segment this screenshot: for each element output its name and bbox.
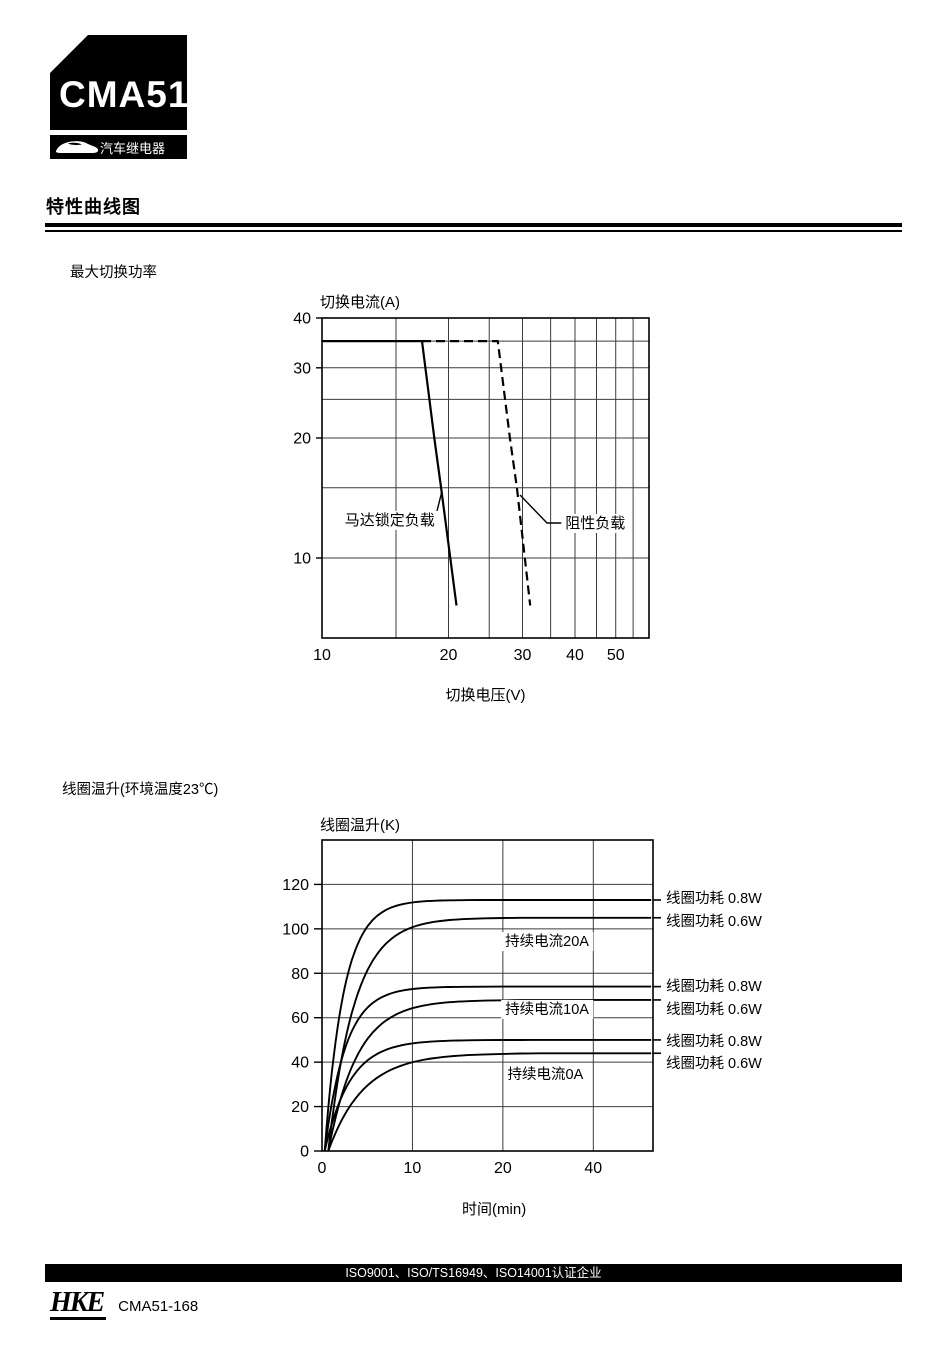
chart2-section-label: 线圈温升(环境温度23℃)	[62, 782, 219, 798]
svg-text:20: 20	[293, 431, 311, 448]
svg-text:40: 40	[584, 1160, 602, 1177]
svg-text:阻性负载: 阻性负载	[565, 515, 625, 532]
svg-text:120: 120	[282, 877, 309, 894]
svg-text:0: 0	[300, 1144, 309, 1161]
svg-text:10: 10	[313, 647, 331, 664]
title-rule-thick	[45, 223, 902, 227]
max-switching-power-chart: 马达锁定负载 阻性负载 40 30 20 10 10 20 30 40 50 切换电流(A) 切换电压(…	[293, 294, 650, 704]
svg-text:持续电流20A: 持续电流20A	[505, 933, 589, 950]
svg-text:10: 10	[404, 1160, 422, 1177]
svg-text:时间(min): 时间(min)	[462, 1201, 526, 1218]
product-category-label: 汽车继电器	[100, 140, 166, 156]
svg-text:40: 40	[291, 1055, 309, 1072]
svg-text:持续电流10A: 持续电流10A	[505, 1001, 589, 1018]
footer-logo-row: HKE CMA51-168	[50, 1289, 198, 1320]
title-rule-thin	[45, 230, 902, 232]
hke-logo: HKE	[50, 1289, 107, 1320]
svg-text:马达锁定负载: 马达锁定负载	[345, 512, 435, 529]
svg-text:切换电压(V): 切换电压(V)	[446, 687, 526, 704]
svg-text:切换电流(A): 切换电流(A)	[320, 294, 400, 311]
page-title: 特性曲线图	[46, 197, 141, 217]
svg-text:40: 40	[566, 647, 584, 664]
svg-text:线圈功耗 0.8W: 线圈功耗 0.8W	[666, 978, 762, 995]
certification-banner: ISO9001、ISO/TS16949、ISO14001认证企业	[45, 1264, 902, 1282]
svg-text:线圈功耗 0.8W: 线圈功耗 0.8W	[666, 890, 762, 907]
svg-text:30: 30	[514, 647, 532, 664]
svg-text:20: 20	[291, 1099, 309, 1116]
svg-text:线圈功耗 0.8W: 线圈功耗 0.8W	[666, 1033, 762, 1050]
model-name: CMA51	[59, 74, 190, 115]
model-badge: CMA51	[50, 35, 187, 130]
svg-text:60: 60	[291, 1010, 309, 1027]
svg-text:线圈温升(K): 线圈温升(K)	[320, 817, 400, 834]
svg-text:20: 20	[440, 647, 458, 664]
svg-text:线圈功耗 0.6W: 线圈功耗 0.6W	[666, 913, 762, 930]
svg-text:20: 20	[494, 1160, 512, 1177]
svg-text:线圈功耗 0.6W: 线圈功耗 0.6W	[666, 1001, 762, 1018]
car-icon	[55, 141, 99, 153]
document-code: CMA51-168	[118, 1298, 199, 1315]
svg-text:线圈功耗 0.6W: 线圈功耗 0.6W	[666, 1055, 762, 1072]
svg-text:持续电流0A: 持续电流0A	[508, 1066, 584, 1083]
svg-text:100: 100	[282, 921, 309, 938]
svg-text:40: 40	[293, 311, 311, 328]
svg-text:10: 10	[293, 551, 311, 568]
svg-text:30: 30	[293, 360, 311, 377]
chart1-section-label: 最大切换功率	[70, 265, 157, 281]
svg-text:50: 50	[607, 647, 625, 664]
product-category-bar: 汽车继电器	[50, 135, 187, 159]
svg-text:80: 80	[291, 966, 309, 983]
svg-text:0: 0	[318, 1160, 327, 1177]
coil-temperature-rise-chart: 持续电流20A 持续电流10A 持续电流0A 线圈功耗 0.8W 线圈功耗 0.6W 线圈…	[282, 817, 762, 1218]
